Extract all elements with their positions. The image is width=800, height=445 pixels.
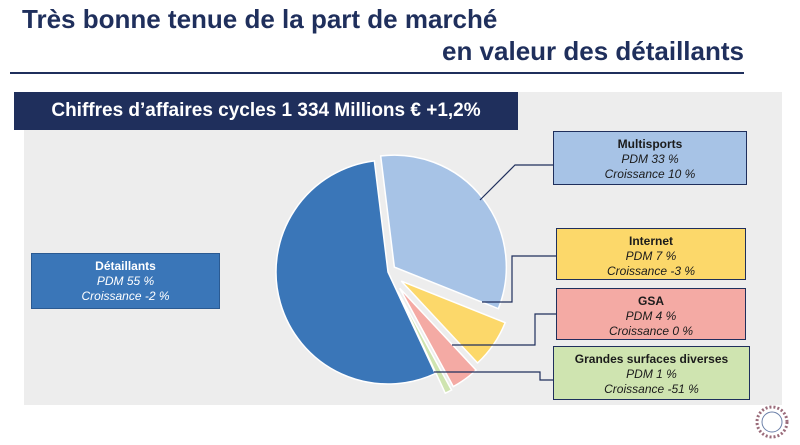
label-box-internet: Internet PDM 7 % Croissance -3 %	[556, 228, 746, 280]
pie-slice-d-taillants	[275, 159, 437, 385]
title-divider	[10, 72, 744, 74]
label-gsd-name: Grandes surfaces diverses	[574, 352, 729, 366]
organization-logo	[755, 405, 789, 439]
leader-line-gsd	[434, 371, 553, 381]
label-internet-growth: Croissance -3 %	[606, 264, 696, 278]
leader-line-multisports	[479, 164, 553, 201]
label-gsa-name: GSA	[637, 294, 664, 308]
pie-slice-gsa	[399, 287, 478, 388]
title-line-2: en valeur des détaillants	[441, 36, 744, 66]
label-multisports-name: Multisports	[617, 137, 683, 151]
pie-slice-grandes-surfaces-diverses	[397, 291, 453, 395]
label-detaillants-pdm: PDM 55 %	[96, 274, 155, 288]
label-box-detaillants: Détaillants PDM 55 % Croissance -2 %	[31, 253, 220, 309]
revenue-banner: Chiffres d’affaires cycles 1 334 Million…	[14, 92, 518, 130]
pie-slice-internet	[400, 280, 507, 365]
label-multisports-pdm: PDM 33 %	[621, 152, 679, 166]
label-gsd-pdm: PDM 1 %	[626, 367, 677, 381]
label-multisports-growth: Croissance 10 %	[604, 167, 696, 181]
label-internet-pdm: PDM 7 %	[625, 249, 677, 263]
title-line-1: Très bonne tenue de la part de marché	[22, 4, 498, 34]
label-box-grandes-surfaces: Grandes surfaces diverses PDM 1 % Croiss…	[553, 346, 750, 400]
label-box-gsa: GSA PDM 4 % Croissance 0 %	[556, 288, 746, 340]
label-box-multisports: Multisports PDM 33 % Croissance 10 %	[553, 131, 747, 185]
label-gsa-growth: Croissance 0 %	[608, 324, 694, 338]
label-gsd-growth: Croissance -51 %	[604, 382, 699, 396]
label-internet-name: Internet	[628, 234, 673, 248]
pie-slice-multisports	[379, 154, 508, 310]
leader-line-internet	[482, 255, 556, 303]
label-detaillants-name: Détaillants	[95, 259, 156, 273]
leader-line-gsa	[452, 313, 556, 346]
label-detaillants-growth: Croissance -2 %	[81, 289, 170, 303]
label-gsa-pdm: PDM 4 %	[625, 309, 677, 323]
